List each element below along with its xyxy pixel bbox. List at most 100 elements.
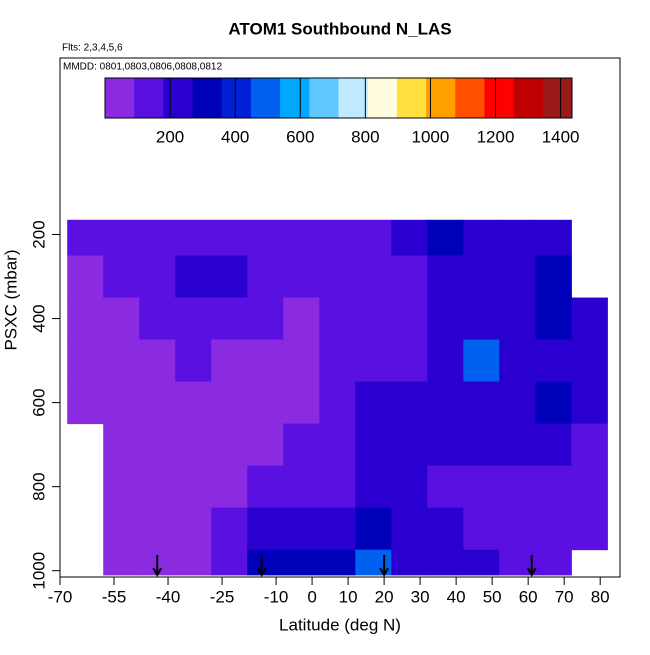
heatmap-cell	[463, 297, 500, 341]
heatmap-cell	[571, 423, 608, 467]
x-tick-label: -70	[48, 587, 73, 606]
heatmap-cell	[355, 255, 392, 299]
heatmap-cell	[427, 465, 464, 509]
heatmap-cell	[427, 549, 464, 576]
heatmap-cell	[139, 465, 176, 509]
colorbar-swatch	[280, 78, 310, 118]
heatmap-cell	[463, 339, 500, 383]
heatmap-cell	[211, 255, 248, 299]
colorbar-swatch	[105, 78, 135, 118]
heatmap-cell	[247, 381, 284, 425]
heatmap-cell	[463, 219, 500, 257]
heatmap-cell	[535, 465, 572, 509]
heatmap-cell	[499, 423, 536, 467]
heatmap-cell	[283, 297, 320, 341]
arrow-head	[256, 567, 267, 578]
heatmap-cell	[211, 297, 248, 341]
x-tick-label: 10	[339, 587, 358, 606]
heatmap-cell	[139, 297, 176, 341]
y-axis-label: PSXC (mbar)	[1, 249, 20, 350]
heatmap-cell	[499, 381, 536, 425]
heatmap-cell	[427, 507, 464, 551]
heatmap-cell	[535, 549, 572, 576]
heatmap-cell	[283, 381, 320, 425]
heatmap-cell	[283, 507, 320, 551]
colorbar-tick-label: 1400	[542, 127, 580, 146]
heatmap-cell	[535, 423, 572, 467]
heatmap-cell	[463, 423, 500, 467]
heatmap-cell	[283, 219, 320, 257]
heatmap-cell	[67, 339, 104, 383]
heatmap-cell	[427, 297, 464, 341]
colorbar-tick-label: 600	[286, 127, 314, 146]
heatmap-cell	[391, 297, 428, 341]
arrow-head	[526, 567, 537, 578]
heatmap-cell	[247, 297, 284, 341]
chart-title: ATOM1 Southbound N_LAS	[228, 19, 451, 38]
heatmap-cell	[535, 339, 572, 383]
heatmap-cell	[247, 549, 284, 576]
heatmap-cell	[247, 255, 284, 299]
x-tick-label: -25	[210, 587, 235, 606]
heatmap-cell	[103, 381, 140, 425]
colorbar-swatch	[367, 78, 398, 118]
heatmap-cell	[211, 507, 248, 551]
heatmap-cell	[319, 549, 356, 576]
colorbar-swatch	[542, 78, 573, 118]
heatmap-cell	[499, 297, 536, 341]
heatmap-cell	[139, 423, 176, 467]
heatmap-cell	[571, 507, 608, 551]
heatmap-cell	[103, 219, 140, 257]
x-tick-label: 40	[447, 587, 466, 606]
x-tick-label: 60	[519, 587, 538, 606]
heatmap-cell	[571, 297, 608, 341]
x-tick-label: -10	[264, 587, 289, 606]
heatmap-cell	[355, 381, 392, 425]
heatmap-cell	[175, 339, 212, 383]
colorbar-swatch	[396, 78, 427, 118]
subtitle: Flts: 2,3,4,5,6	[62, 43, 123, 54]
heatmap-cell	[571, 339, 608, 383]
heatmap-cell	[175, 507, 212, 551]
colorbar-swatch	[338, 78, 369, 118]
heatmap-cell	[175, 381, 212, 425]
heatmap-cell	[535, 381, 572, 425]
heatmap-cell	[103, 465, 140, 509]
heatmap-cell	[283, 549, 320, 576]
y-tick-label: 600	[29, 388, 48, 416]
heatmap-cell	[319, 507, 356, 551]
heatmap-cell	[175, 465, 212, 509]
x-axis-label: Latitude (deg N)	[279, 615, 401, 634]
heatmap-cell	[499, 339, 536, 383]
heatmap-cell	[211, 465, 248, 509]
heatmap-cell	[463, 381, 500, 425]
heatmap-cell	[391, 423, 428, 467]
heatmap-cell	[571, 381, 608, 425]
heatmap-cell	[319, 423, 356, 467]
heatmap-cell	[391, 381, 428, 425]
heatmap-cell	[67, 297, 104, 341]
heatmap-cell	[319, 381, 356, 425]
colorbar-swatch	[250, 78, 281, 118]
heatmap-cell	[67, 255, 104, 299]
heatmap-cell	[427, 339, 464, 383]
y-tick-label: 800	[29, 472, 48, 500]
heatmap-cell	[535, 219, 572, 257]
colorbar-swatch	[484, 78, 515, 118]
heatmap-cell	[139, 339, 176, 383]
heatmap-cell	[499, 507, 536, 551]
heatmap-cell	[463, 255, 500, 299]
heatmap-cell	[283, 255, 320, 299]
heatmap-cell	[103, 339, 140, 383]
heatmap-cell	[391, 465, 428, 509]
heatmap-cell	[319, 219, 356, 257]
heatmap-cell	[427, 381, 464, 425]
heatmap-cell	[319, 297, 356, 341]
heatmap-cell	[175, 219, 212, 257]
heatmap-cell	[103, 507, 140, 551]
colorbar-swatch	[309, 78, 339, 118]
heatmap-cell	[247, 219, 284, 257]
heatmap-cell	[355, 507, 392, 551]
colorbar-swatch	[163, 78, 194, 118]
